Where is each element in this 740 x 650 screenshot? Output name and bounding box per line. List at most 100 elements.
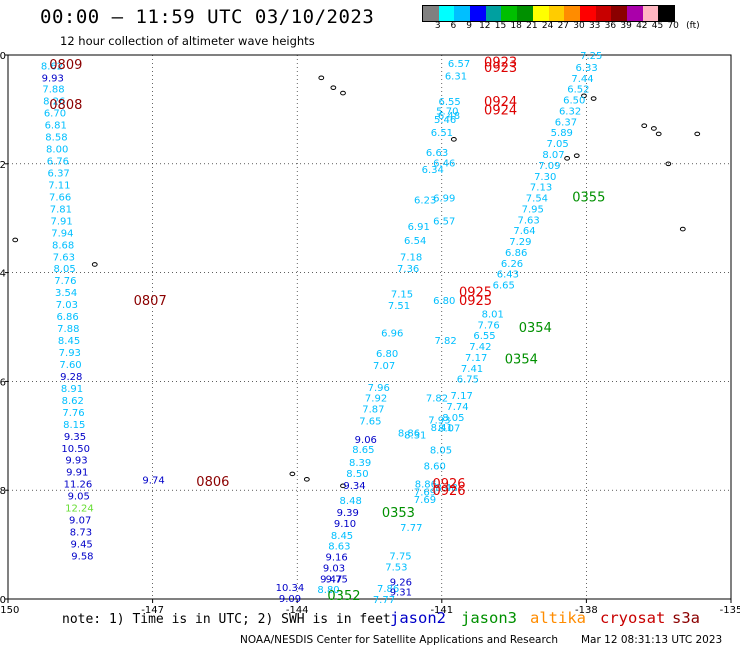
wave-height-label: 5.89 [551, 128, 573, 139]
wave-height-label: 5.46 [434, 115, 456, 126]
wave-height-label: 6.33 [576, 63, 598, 74]
wave-height-label: 7.96 [368, 383, 390, 394]
wave-height-label: 7.15 [391, 289, 413, 300]
wave-height-label: 9.45 [71, 540, 93, 551]
wave-height-label: 7.25 [580, 51, 602, 62]
legend-swatch [501, 6, 518, 21]
wave-height-label: 7.88 [57, 324, 79, 335]
wave-height-label: 8.26 [43, 97, 65, 108]
y-tick-label: -28 [0, 486, 6, 497]
page-subtitle: 12 hour collection of altimeter wave hei… [60, 34, 315, 48]
color-legend-bar [422, 5, 675, 22]
wave-height-label: 6.37 [555, 117, 577, 128]
wave-height-label: 7.77 [400, 523, 422, 534]
legend-label: 15 [494, 21, 507, 31]
island-outline [303, 477, 310, 482]
wave-height-label: 7.66 [49, 192, 71, 203]
x-tick-label: -147 [141, 605, 164, 616]
pass-time-label: 0809 [49, 58, 82, 73]
pass-time-label: 0354 [519, 321, 552, 336]
wave-height-label: 6.99 [433, 194, 455, 205]
island-outline [655, 131, 662, 137]
wave-height-label: 6.75 [457, 375, 479, 386]
island-outline [340, 90, 346, 96]
wave-height-label: 8.62 [62, 396, 84, 407]
island-outline [641, 123, 648, 129]
x-tick-label: -144 [286, 605, 309, 616]
island-outline [581, 93, 587, 99]
wave-height-label: 8.00 [46, 145, 68, 156]
wave-height-label: 9.58 [71, 551, 93, 562]
wave-height-label: 7.74 [446, 402, 468, 413]
wave-height-label: 8.62 [41, 61, 63, 72]
wave-height-label: 6.96 [381, 328, 403, 339]
wave-height-label: 7.54 [526, 194, 548, 205]
wave-height-label: 7.29 [509, 237, 531, 248]
wave-height-label: 7.60 [59, 360, 81, 371]
wave-height-label: 9.75 [326, 574, 348, 585]
pass-time-label: 0354 [505, 353, 538, 368]
legend-label: 6 [450, 21, 457, 31]
wave-height-label: 9.35 [64, 432, 86, 443]
wave-height-label: 10.50 [61, 444, 90, 455]
footer-note: note: 1) Time is in UTC; 2) SWH is in fe… [62, 612, 391, 627]
wave-height-label: 6.31 [445, 72, 467, 83]
wave-height-label: 6.70 [44, 109, 66, 120]
wave-height-label: 7.44 [571, 74, 593, 85]
legend-swatch [642, 6, 659, 21]
wave-height-label: 9.03 [323, 563, 345, 574]
wave-height-label: 7.17 [465, 353, 487, 364]
wave-height-label: 6.32 [559, 106, 581, 117]
wave-height-observations: 8.629.937.888.266.706.818.588.006.766.37… [41, 51, 602, 606]
wave-height-label: 6.51 [431, 128, 453, 139]
footer-date: Mar 12 08:31:13 UTC 2023 [581, 634, 723, 646]
pass-time-label: 0925 [459, 294, 492, 309]
wave-height-label: 9.39 [337, 508, 359, 519]
satellite-name-s3a: s3a [672, 609, 700, 627]
satellite-name-altika: altika [530, 609, 586, 627]
island-outline [590, 96, 597, 101]
satellite-name-jason2: jason2 [390, 609, 446, 627]
wave-height-label: 8.86 [415, 480, 437, 491]
wave-height-label: 8.05 [442, 413, 464, 424]
legend-swatch [626, 6, 643, 21]
satellite-name-cryosat: cryosat [600, 609, 666, 627]
wave-height-label: 6.52 [567, 85, 589, 96]
wave-height-label: 6.55 [438, 97, 460, 108]
pass-time-label: 0808 [49, 98, 82, 113]
y-tick-label: -22 [0, 160, 6, 171]
y-tick-label: -24 [0, 269, 6, 280]
wave-height-label: 8.60 [424, 462, 446, 473]
legend-label: 36 [604, 21, 617, 31]
x-tick-label: -150 [0, 605, 19, 616]
wave-height-label: 8.45 [58, 336, 80, 347]
legend-swatch [579, 6, 596, 21]
legend-label: (ft) [686, 21, 700, 31]
wave-height-label: 6.81 [45, 121, 67, 132]
island-outline [650, 126, 657, 131]
island-outline [573, 153, 580, 158]
wave-height-label: 9.91 [66, 468, 88, 479]
pass-time-label: 0923 [484, 61, 517, 76]
wave-height-label: 7.76 [477, 320, 499, 331]
wave-height-label: 9.07 [69, 516, 91, 527]
legend-swatch [658, 6, 674, 21]
wave-height-label: 7.93 [59, 348, 81, 359]
wave-height-label: 6.76 [47, 157, 69, 168]
wave-height-label: 7.69 [414, 487, 436, 498]
wave-height-label: 7.86 [377, 584, 399, 595]
wave-height-label: 7.92 [365, 394, 387, 405]
island-outline [340, 483, 346, 489]
wave-height-label: 6.57 [433, 216, 455, 227]
pass-time-label: 0352 [327, 589, 360, 604]
legend-swatch [454, 6, 471, 21]
legend-label: 30 [573, 21, 585, 31]
wave-height-label: 6.80 [376, 349, 398, 360]
wave-height-label: 9.93 [42, 73, 64, 84]
wave-height-label: 8.63 [328, 542, 350, 553]
wave-height-label: 6.37 [48, 169, 70, 180]
wave-height-label: 9.10 [334, 519, 356, 530]
wave-height-label: 7.69 [414, 495, 436, 506]
wave-height-label: 7.11 [48, 180, 70, 191]
pass-time-label: 0807 [134, 294, 167, 309]
